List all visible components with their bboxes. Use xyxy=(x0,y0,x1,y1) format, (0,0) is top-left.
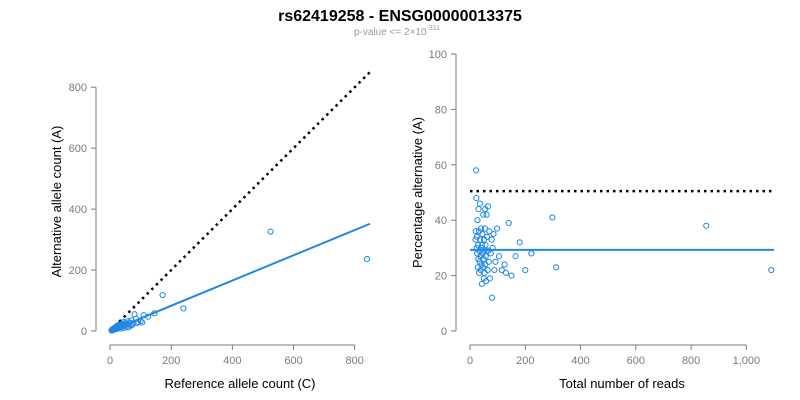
x-tick-label: 0 xyxy=(467,355,473,367)
y-tick-label: 600 xyxy=(69,143,87,155)
y-tick-label: 800 xyxy=(69,82,87,94)
data-point xyxy=(489,294,496,301)
data-point xyxy=(472,236,479,243)
data-point xyxy=(498,266,505,274)
data-point xyxy=(476,269,483,276)
data-point xyxy=(478,280,485,288)
x-tick-label: 800 xyxy=(682,355,700,367)
data-point xyxy=(479,242,486,249)
data-point xyxy=(482,206,489,213)
x-tick-label: 0 xyxy=(107,355,113,367)
data-point xyxy=(475,255,482,263)
data-point xyxy=(180,305,187,312)
data-point xyxy=(490,230,497,238)
data-point xyxy=(474,264,481,271)
data-point xyxy=(501,261,508,268)
data-point xyxy=(476,200,484,207)
data-point xyxy=(528,250,535,257)
reference-line xyxy=(109,71,371,332)
x-tick-label: 200 xyxy=(516,355,534,367)
data-point xyxy=(472,228,479,235)
data-point xyxy=(480,211,487,218)
data-point xyxy=(516,239,523,246)
data-point xyxy=(553,264,560,271)
y-tick-label: 100 xyxy=(429,49,447,61)
data-point xyxy=(522,266,529,274)
data-point xyxy=(474,217,481,224)
data-point xyxy=(139,319,146,326)
data-point xyxy=(472,167,480,174)
data-point xyxy=(480,236,488,243)
x-axis-label: Total number of reads xyxy=(559,376,685,391)
y-tick-label: 200 xyxy=(69,265,87,277)
subtitle-prefix: p-value <= 2×10 xyxy=(354,27,427,38)
data-point xyxy=(159,291,166,299)
y-tick-label: 0 xyxy=(441,326,447,338)
data-point xyxy=(475,206,482,213)
panel-allele-counts: 0 200 400 600 800 0 200 400 600 800 Reference alle… xyxy=(49,71,371,391)
x-tick-label: 200 xyxy=(162,355,180,367)
y-tick-label: 20 xyxy=(435,271,447,283)
data-point xyxy=(267,228,274,235)
x-tick-label: 600 xyxy=(627,355,645,367)
x-tick-label: 1,000 xyxy=(733,355,761,367)
data-point xyxy=(481,225,489,232)
y-tick-label: 60 xyxy=(435,160,447,172)
x-tick-label: 400 xyxy=(223,355,241,367)
data-point xyxy=(475,228,482,235)
y-tick-label: 400 xyxy=(69,204,87,216)
y-tick-label: 80 xyxy=(435,104,447,116)
data-point xyxy=(485,258,492,265)
y-tick-label: 40 xyxy=(435,215,447,227)
data-point xyxy=(482,242,489,249)
data-point xyxy=(549,214,556,221)
data-point xyxy=(492,258,499,265)
x-tick-label: 600 xyxy=(284,355,302,367)
data-point xyxy=(480,275,487,282)
chart-subtitle: p-value <= 2×10-311 xyxy=(354,25,440,38)
y-axis-label: Percentage alternative (A) xyxy=(410,117,425,268)
data-point xyxy=(479,230,486,238)
x-axis-label: Reference allele count (C) xyxy=(164,376,315,391)
data-point xyxy=(493,225,501,232)
data-point xyxy=(512,253,519,260)
data-point xyxy=(505,219,512,227)
chart-title: rs62419258 - ENSG00000013375 xyxy=(278,8,522,25)
data-point xyxy=(508,272,515,279)
subtitle-exponent: -311 xyxy=(427,25,441,32)
data-point xyxy=(483,211,490,218)
data-point xyxy=(488,236,495,243)
fit-line xyxy=(109,222,371,332)
data-point xyxy=(491,266,498,274)
data-point xyxy=(486,228,493,235)
data-point xyxy=(473,194,480,202)
panel-percentage-alternative: 0 200 400 600 800 1,000 0 20 40 60 80 100 Total numb… xyxy=(410,49,775,391)
data-point xyxy=(495,253,503,260)
data-point xyxy=(131,311,138,318)
data-point xyxy=(363,255,371,263)
x-tick-label: 800 xyxy=(346,355,364,367)
data-point xyxy=(768,266,775,274)
x-tick-label: 400 xyxy=(571,355,589,367)
y-axis-label: Alternative allele count (A) xyxy=(49,126,64,278)
data-point xyxy=(108,327,115,334)
data-point xyxy=(502,269,510,276)
y-tick-label: 0 xyxy=(81,326,87,338)
data-point xyxy=(703,222,710,229)
